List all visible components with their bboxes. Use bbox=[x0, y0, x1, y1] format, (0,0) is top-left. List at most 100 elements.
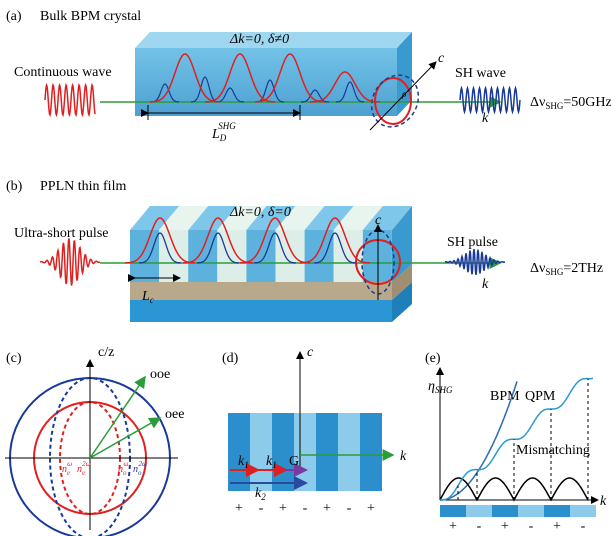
k-sub: 1 bbox=[272, 460, 277, 470]
domain bbox=[316, 413, 338, 491]
bw-value: =2THz bbox=[563, 261, 603, 276]
domain-front bbox=[276, 230, 305, 282]
c-label: c bbox=[307, 345, 314, 360]
bw-main: Δν bbox=[530, 261, 545, 276]
sign: + bbox=[501, 519, 509, 534]
sign: + bbox=[367, 501, 375, 516]
index-label: ne2ω bbox=[77, 460, 91, 477]
bw-main: Δν bbox=[530, 95, 545, 110]
qpm-label: QPM bbox=[525, 389, 556, 404]
eta-sub: SHG bbox=[435, 385, 453, 395]
domain bbox=[440, 505, 466, 517]
sign: - bbox=[529, 519, 534, 534]
panel-label: (b) bbox=[6, 179, 23, 194]
domain bbox=[518, 505, 544, 517]
domain bbox=[228, 413, 250, 491]
panel-label: (a) bbox=[6, 9, 22, 24]
n-sup: 2ω bbox=[139, 460, 148, 468]
panel-label: (c) bbox=[6, 351, 22, 366]
ooe-arrow bbox=[90, 377, 145, 458]
walkoff-label: ρ bbox=[401, 89, 407, 99]
wave bbox=[40, 238, 100, 285]
domain bbox=[466, 505, 492, 517]
k-label: k bbox=[482, 111, 489, 126]
output-label: SH wave bbox=[455, 66, 506, 81]
domain-signs: + - + - + - bbox=[449, 519, 586, 534]
axis-label: c/z bbox=[98, 345, 114, 360]
domain bbox=[338, 413, 360, 491]
crystal-front bbox=[135, 48, 397, 116]
walkoff-length: LDSHG bbox=[211, 121, 236, 143]
bandwidth: ΔνSHG=2THz bbox=[530, 261, 603, 277]
ppln-block bbox=[228, 413, 382, 491]
bw-sub: SHG bbox=[545, 267, 564, 277]
condition: Δk=0, δ=0 bbox=[229, 205, 291, 220]
mismatch-label: Mismatching bbox=[516, 443, 590, 458]
substrate bbox=[130, 300, 392, 322]
x-axis-label: k bbox=[600, 494, 607, 509]
sign: + bbox=[323, 501, 331, 516]
wave bbox=[460, 88, 520, 112]
len-sub: D bbox=[219, 133, 227, 143]
domain bbox=[492, 505, 518, 517]
k-sub: 1 bbox=[244, 460, 249, 470]
sign: + bbox=[279, 501, 287, 516]
sign: - bbox=[347, 501, 352, 516]
ooe-label: ooe bbox=[150, 367, 170, 382]
oee-label: oee bbox=[165, 407, 184, 422]
output-label: SH pulse bbox=[447, 235, 498, 250]
c-label: c bbox=[438, 51, 445, 66]
domain bbox=[544, 505, 570, 517]
panel-label: (d) bbox=[222, 351, 239, 366]
n-sub: e bbox=[82, 469, 85, 477]
sign: - bbox=[303, 501, 308, 516]
len-sub: c bbox=[150, 295, 154, 305]
domain bbox=[360, 413, 382, 491]
k-label: k bbox=[482, 277, 489, 292]
oee-arrow bbox=[90, 418, 160, 458]
domain-front bbox=[363, 230, 392, 282]
domain bbox=[570, 505, 596, 517]
domain-signs: +-+-+-+ bbox=[235, 501, 375, 516]
len-main: L bbox=[141, 289, 150, 304]
ppln-film bbox=[130, 206, 412, 322]
bandwidth: ΔνSHG=50GHz bbox=[530, 95, 611, 111]
domain bbox=[294, 413, 316, 491]
figure: (a) Bulk BPM crystal Δk=0, δ≠0 Continuou… bbox=[0, 0, 611, 536]
domain-front bbox=[188, 230, 217, 282]
bpm-label: BPM bbox=[490, 389, 520, 404]
sign: - bbox=[477, 519, 482, 534]
index-label: neω bbox=[62, 460, 72, 477]
sign: - bbox=[259, 501, 264, 516]
n-sub: o bbox=[138, 469, 142, 477]
bw-value: =50GHz bbox=[563, 95, 611, 110]
input-label: Ultra-short pulse bbox=[14, 226, 108, 241]
sign: + bbox=[553, 519, 561, 534]
sign: + bbox=[235, 501, 243, 516]
g-label: G bbox=[289, 454, 299, 469]
sign: - bbox=[581, 519, 586, 534]
panel-title: Bulk BPM crystal bbox=[40, 9, 141, 24]
domain-front bbox=[305, 230, 334, 282]
bw-sub: SHG bbox=[545, 101, 564, 111]
c-label: c bbox=[375, 213, 382, 228]
n-sup: 2ω bbox=[82, 460, 91, 468]
eta-main: η bbox=[428, 379, 435, 394]
domain bbox=[272, 413, 294, 491]
wave bbox=[45, 85, 95, 115]
sign: + bbox=[449, 519, 457, 534]
n-sup: ω bbox=[124, 460, 129, 468]
index-label: noω bbox=[118, 460, 129, 477]
domain bbox=[250, 413, 272, 491]
len-sup: SHG bbox=[218, 121, 236, 131]
n-sub: o bbox=[123, 469, 127, 477]
input-label: Continuous wave bbox=[14, 65, 112, 80]
n-sub: e bbox=[67, 469, 70, 477]
panel-label: (e) bbox=[425, 351, 441, 366]
panel-title: PPLN thin film bbox=[40, 179, 126, 194]
oxide bbox=[130, 282, 392, 300]
domain-front bbox=[130, 230, 159, 282]
n-sup: ω bbox=[67, 460, 72, 468]
wave bbox=[445, 249, 505, 275]
